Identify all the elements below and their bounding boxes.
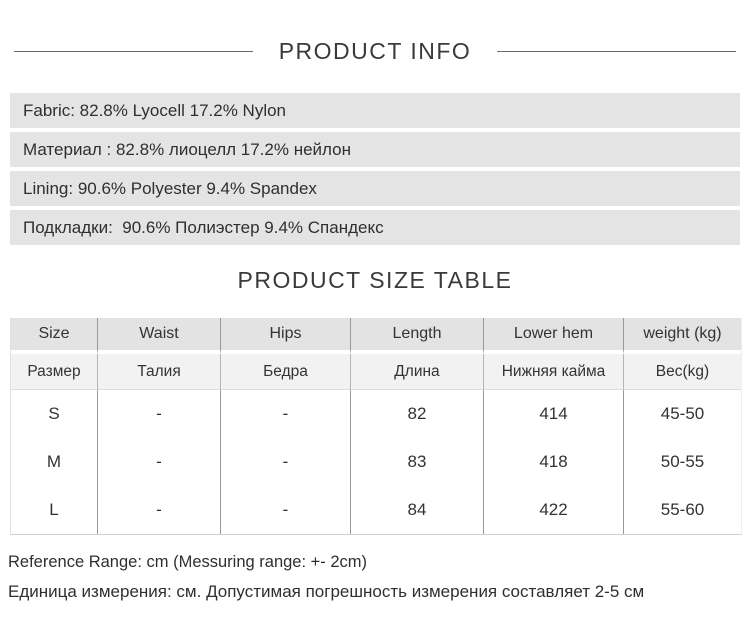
header-hips: Hips xyxy=(221,318,351,354)
cell-length: 84 xyxy=(351,486,484,534)
cell-hips: - xyxy=(221,390,351,438)
header-waist: Waist xyxy=(98,318,221,354)
header-length: Length xyxy=(351,318,484,354)
fabric-row-ru: Материал : 82.8% лиоцелл 17.2% нейлон xyxy=(10,132,740,167)
size-row-l: L - - 84 422 55-60 xyxy=(11,486,741,534)
cell-weight: 50-55 xyxy=(624,438,741,486)
fabric-info-list: Fabric: 82.8% Lyocell 17.2% Nylon Матери… xyxy=(10,93,740,245)
size-table-header-en: Size Waist Hips Length Lower hem weight … xyxy=(11,318,741,354)
header-size-ru: Размер xyxy=(11,354,98,390)
title-rule-right xyxy=(497,51,737,52)
lining-row-ru: Подкладки: 90.6% Полиэстер 9.4% Спандекс xyxy=(10,210,740,245)
header-weight-ru: Вес(kg) xyxy=(624,354,741,390)
cell-lower-hem: 418 xyxy=(484,438,624,486)
cell-size: S xyxy=(11,390,98,438)
header-size: Size xyxy=(11,318,98,354)
size-row-m: M - - 83 418 50-55 xyxy=(11,438,741,486)
fabric-row-en: Fabric: 82.8% Lyocell 17.2% Nylon xyxy=(10,93,740,128)
size-table-container: Size Waist Hips Length Lower hem weight … xyxy=(10,318,742,535)
cell-length: 83 xyxy=(351,438,484,486)
size-table-title-text: PRODUCT SIZE TABLE xyxy=(237,267,513,293)
cell-hips: - xyxy=(221,486,351,534)
title-rule-left xyxy=(14,51,253,52)
size-table-title: PRODUCT SIZE TABLE xyxy=(0,267,750,294)
header-waist-ru: Талия xyxy=(98,354,221,390)
cell-size: L xyxy=(11,486,98,534)
lining-row-en: Lining: 90.6% Polyester 9.4% Spandex xyxy=(10,171,740,206)
cell-waist: - xyxy=(98,390,221,438)
cell-length: 82 xyxy=(351,390,484,438)
cell-hips: - xyxy=(221,438,351,486)
reference-range-note-en: Reference Range: cm (Messuring range: +-… xyxy=(8,553,368,571)
cell-waist: - xyxy=(98,486,221,534)
size-table-header-ru: Размер Талия Бедра Длина Нижняя кайма Ве… xyxy=(11,354,741,390)
header-lower-hem: Lower hem xyxy=(484,318,624,354)
header-length-ru: Длина xyxy=(351,354,484,390)
size-table: Size Waist Hips Length Lower hem weight … xyxy=(10,318,742,535)
reference-range-note-ru: Единица измерения: см. Допустимая погреш… xyxy=(8,582,645,601)
cell-size: M xyxy=(11,438,98,486)
measurement-notes: Reference Range: cm (Messuring range: +-… xyxy=(8,553,750,602)
header-weight: weight (kg) xyxy=(624,318,741,354)
cell-lower-hem: 422 xyxy=(484,486,624,534)
size-row-s: S - - 82 414 45-50 xyxy=(11,390,741,438)
header-hips-ru: Бедра xyxy=(221,354,351,390)
header-lower-hem-ru: Нижняя кайма xyxy=(484,354,624,390)
cell-weight: 45-50 xyxy=(624,390,741,438)
product-info-title: PRODUCT INFO xyxy=(0,38,750,65)
cell-lower-hem: 414 xyxy=(484,390,624,438)
cell-waist: - xyxy=(98,438,221,486)
cell-weight: 55-60 xyxy=(624,486,741,534)
product-info-title-text: PRODUCT INFO xyxy=(278,38,472,64)
